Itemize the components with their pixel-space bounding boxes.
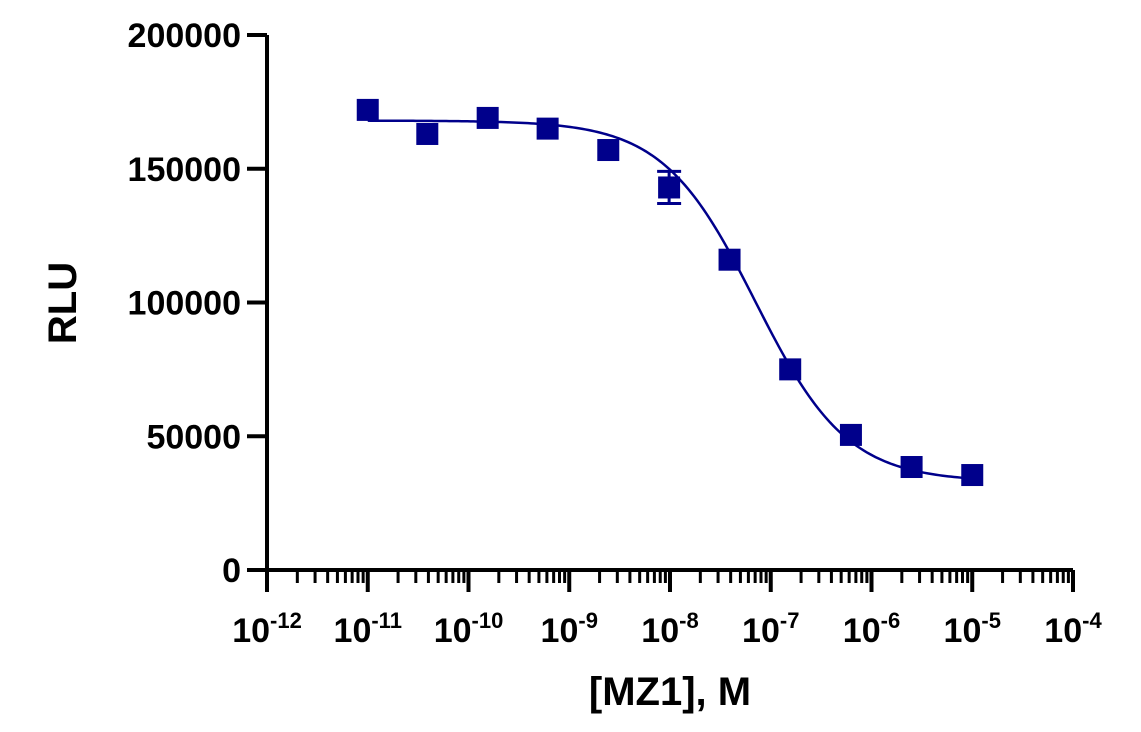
y-tick-label: 200000 bbox=[128, 17, 241, 55]
x-axis-title: [MZ1], M bbox=[589, 670, 751, 714]
y-tick-label: 100000 bbox=[128, 285, 241, 323]
y-tick-label: 150000 bbox=[128, 151, 241, 189]
data-point bbox=[718, 248, 741, 271]
data-point bbox=[416, 122, 439, 145]
data-point bbox=[476, 106, 499, 129]
x-tick-label: 10-9 bbox=[541, 608, 598, 650]
y-axis-ticks: 0 50000 100000 150000 200000 bbox=[128, 17, 267, 590]
x-tick-label: 10-7 bbox=[742, 608, 799, 650]
data-point bbox=[536, 117, 559, 140]
x-tick-label: 10-10 bbox=[434, 608, 504, 650]
x-axis-ticks: 10-12 10-11 10-10 10-9 10-8 10-7 10-6 10-5 10-4 bbox=[232, 570, 1102, 650]
y-tick-label: 0 bbox=[222, 552, 241, 590]
fit-curve bbox=[367, 119, 973, 480]
x-tick-label: 10-4 bbox=[1044, 608, 1102, 650]
x-tick-label: 10-11 bbox=[334, 608, 402, 650]
x-tick-label: 10-8 bbox=[641, 608, 698, 650]
y-tick-label: 50000 bbox=[146, 418, 241, 456]
data-point bbox=[597, 139, 620, 162]
x-tick-label: 10-5 bbox=[944, 608, 1001, 650]
data-point bbox=[356, 98, 379, 121]
data-point bbox=[900, 456, 923, 479]
data-point bbox=[839, 423, 862, 446]
data-point bbox=[961, 464, 984, 487]
data-points bbox=[356, 98, 984, 487]
y-axis-title: RLU bbox=[41, 262, 85, 344]
x-tick-label: 10-6 bbox=[843, 608, 900, 650]
data-point bbox=[658, 176, 681, 199]
data-point bbox=[779, 358, 802, 381]
x-tick-label: 10-12 bbox=[232, 608, 302, 650]
